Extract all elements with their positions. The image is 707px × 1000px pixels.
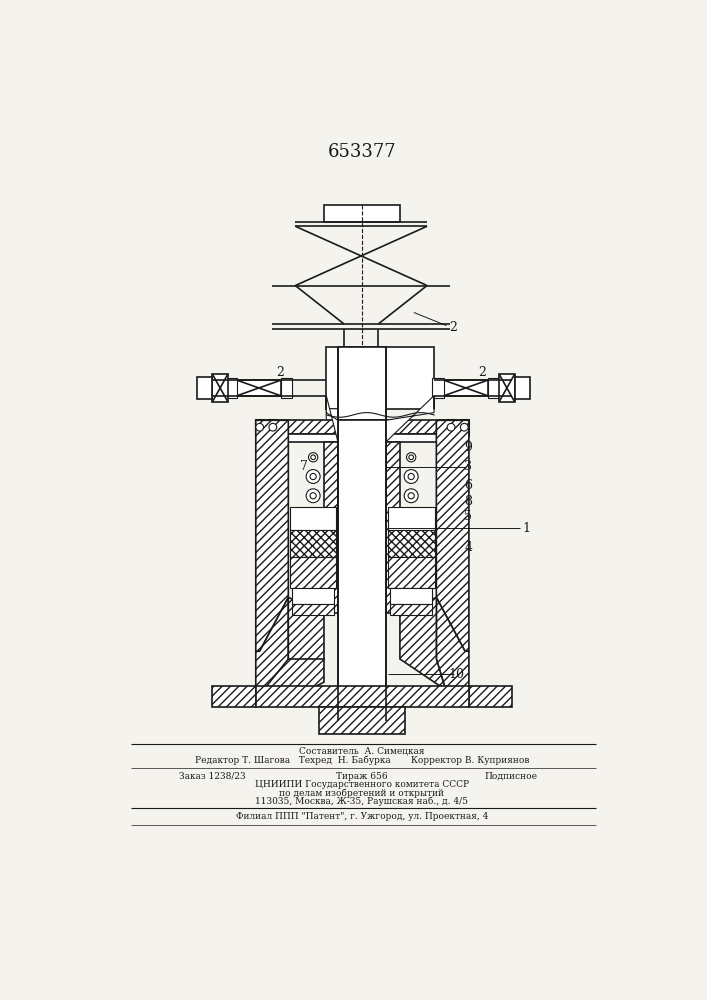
Bar (292, 604, 334, 615)
Polygon shape (256, 420, 288, 651)
Polygon shape (400, 597, 445, 690)
Text: 10: 10 (448, 668, 464, 681)
Circle shape (306, 489, 320, 503)
Text: Филиал ППП "Патент", г. Ужгород, ул. Проектная, 4: Филиал ППП "Патент", г. Ужгород, ул. Про… (235, 812, 488, 821)
Bar (290, 530, 337, 557)
Bar (515, 377, 530, 399)
Circle shape (408, 473, 414, 480)
Circle shape (448, 423, 455, 431)
Bar (327, 347, 434, 409)
Bar (324, 205, 400, 222)
Bar (444, 380, 488, 396)
Text: 2: 2 (276, 366, 284, 379)
Text: ЦНИИПИ Государственного комитета СССР: ЦНИИПИ Государственного комитета СССР (255, 780, 469, 789)
Text: Составитель  А. Симецкая: Составитель А. Симецкая (299, 747, 425, 756)
Text: 113035, Москва, Ж-35, Раушская наб., д. 4/5: 113035, Москва, Ж-35, Раушская наб., д. … (255, 797, 469, 806)
Polygon shape (279, 597, 324, 690)
Text: Тираж 656: Тираж 656 (336, 772, 387, 781)
Text: 8: 8 (464, 495, 472, 508)
Bar (387, 507, 435, 530)
Bar (290, 557, 337, 588)
Text: 1: 1 (522, 522, 530, 535)
Bar (390, 604, 433, 615)
Circle shape (407, 453, 416, 462)
Text: 653377: 653377 (327, 143, 396, 161)
Bar (460, 419, 469, 436)
Text: 6: 6 (464, 479, 472, 492)
Text: 5: 5 (464, 510, 472, 523)
Text: 2: 2 (478, 366, 486, 379)
Bar (226, 378, 237, 398)
Text: 3: 3 (464, 460, 472, 473)
Bar (319, 707, 405, 734)
Polygon shape (386, 396, 434, 442)
Text: 4: 4 (464, 541, 472, 554)
Circle shape (409, 455, 414, 460)
Bar (338, 347, 386, 420)
Polygon shape (327, 396, 338, 442)
Text: 2: 2 (449, 321, 457, 334)
Circle shape (308, 453, 317, 462)
Polygon shape (256, 597, 288, 690)
Bar (390, 588, 433, 604)
Bar (264, 434, 461, 442)
Bar (446, 419, 456, 436)
Bar (387, 557, 435, 588)
Polygon shape (327, 409, 338, 428)
Bar (237, 380, 281, 396)
Bar (197, 377, 212, 399)
Polygon shape (436, 420, 469, 651)
Polygon shape (386, 442, 400, 613)
Bar (281, 378, 292, 398)
Text: Редактор Т. Шагова   Техред  Н. Бабурка       Корректор В. Куприянов: Редактор Т. Шагова Техред Н. Бабурка Кор… (194, 756, 529, 765)
Circle shape (404, 470, 418, 483)
Circle shape (269, 423, 276, 431)
Polygon shape (264, 659, 324, 705)
Bar (488, 378, 499, 398)
Text: Заказ 1238/23: Заказ 1238/23 (179, 772, 246, 781)
Bar (256, 686, 469, 707)
Bar (387, 530, 435, 557)
Circle shape (460, 423, 468, 431)
Circle shape (404, 489, 418, 503)
Polygon shape (436, 597, 469, 690)
Bar (212, 374, 228, 402)
Bar (268, 419, 277, 436)
Bar (338, 420, 386, 698)
Circle shape (311, 455, 315, 460)
Bar (256, 420, 469, 434)
Bar (433, 378, 444, 398)
Circle shape (408, 493, 414, 499)
Circle shape (310, 473, 316, 480)
Polygon shape (324, 442, 338, 613)
Bar (499, 374, 515, 402)
Text: по делам изобретений и открытий: по делам изобретений и открытий (279, 788, 445, 798)
Bar (290, 507, 337, 530)
Text: 9: 9 (464, 441, 472, 454)
Text: 7: 7 (300, 460, 308, 473)
Circle shape (256, 423, 264, 431)
Circle shape (310, 493, 316, 499)
Text: Подписное: Подписное (484, 772, 537, 781)
Bar (212, 686, 256, 707)
Bar (469, 686, 513, 707)
Circle shape (306, 470, 320, 483)
Bar (255, 419, 264, 436)
Bar (292, 588, 334, 604)
